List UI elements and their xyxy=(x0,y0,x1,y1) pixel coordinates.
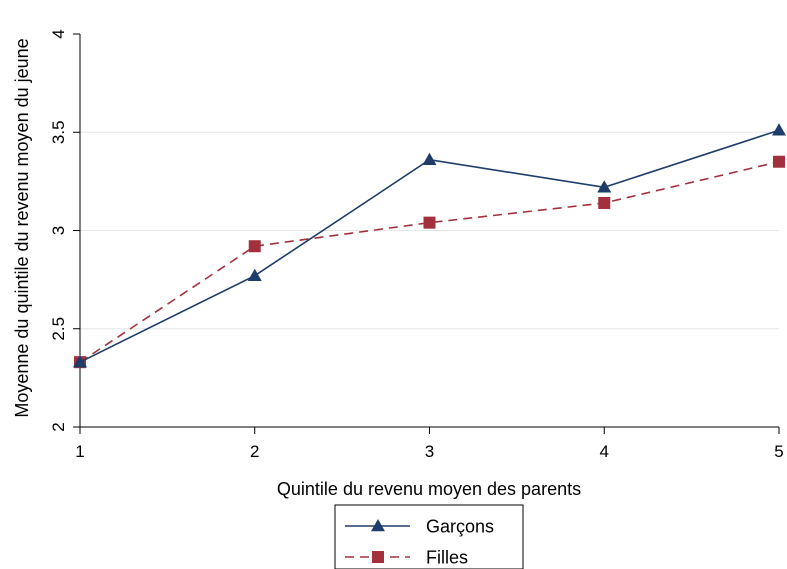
data-point xyxy=(247,268,262,281)
data-point xyxy=(598,196,611,209)
data-point xyxy=(423,216,436,229)
y-axis-title: Moyenne du quintile du revenu moyen du j… xyxy=(12,38,32,417)
legend-label: Garçons xyxy=(426,516,494,536)
data-point xyxy=(597,180,612,193)
series-line xyxy=(79,129,780,363)
legend: Garçons Filles xyxy=(334,504,524,569)
y-tick-label: 4 xyxy=(49,29,68,38)
series-garcons xyxy=(73,123,786,368)
legend-box xyxy=(334,504,524,569)
data-point xyxy=(772,123,786,136)
y-tick-label: 3.5 xyxy=(49,120,68,144)
legend-square-icon xyxy=(372,551,384,563)
x-tick-label: 2 xyxy=(250,442,259,461)
series-filles xyxy=(74,155,785,369)
data-point xyxy=(422,152,437,166)
series-line xyxy=(79,160,780,363)
y-tick-label: 3 xyxy=(49,226,68,235)
grid-lines xyxy=(80,131,779,330)
y-tick-label: 2 xyxy=(49,422,68,431)
x-tick-label: 4 xyxy=(600,442,609,461)
axes: 2 2.5 3 3.5 4 1 2 3 4 5 xyxy=(49,29,784,461)
x-tick-label: 1 xyxy=(75,442,84,461)
x-tick-label: 5 xyxy=(774,442,783,461)
series-layer xyxy=(73,123,786,369)
legend-triangle-icon xyxy=(371,519,385,532)
x-tick-label: 3 xyxy=(425,442,434,461)
data-point xyxy=(73,355,87,368)
x-axis-title: Quintile du revenu moyen des parents xyxy=(277,479,581,499)
y-tick-label: 2.5 xyxy=(49,317,68,341)
legend-label: Filles xyxy=(426,547,468,567)
data-point xyxy=(773,155,785,168)
data-point xyxy=(248,240,261,253)
